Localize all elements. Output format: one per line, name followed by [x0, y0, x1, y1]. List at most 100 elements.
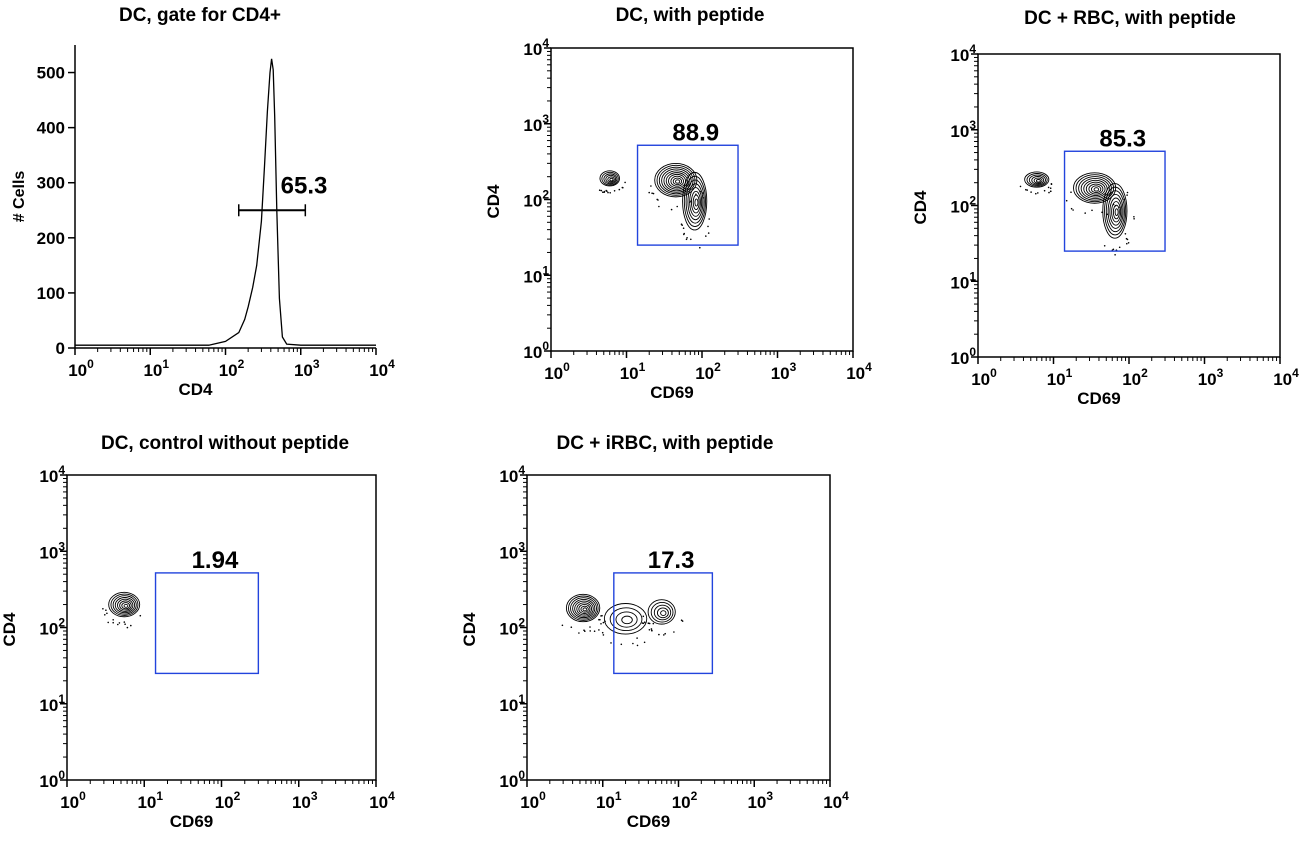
contour-line — [121, 602, 131, 610]
event-dot — [105, 609, 107, 611]
event-dot — [607, 191, 609, 194]
tick-label: 104 — [846, 360, 872, 383]
contour-plot: 100 101 102 103 104 100 101 102 103 104 88.9 CD69 CD… — [484, 36, 872, 402]
event-dot — [118, 622, 121, 624]
event-dot — [681, 620, 684, 622]
contour-line — [687, 183, 704, 221]
event-dot — [680, 223, 683, 225]
gate-percentage: 65.3 — [281, 172, 328, 199]
chart-title: DC, with peptide — [615, 5, 765, 26]
tick-label: 100 — [39, 768, 65, 791]
contour-plot: 100 101 102 103 104 100 101 102 103 104 17.3 CD69 CD… — [460, 463, 849, 831]
tick-label: 100 — [68, 357, 94, 380]
contour-line — [578, 603, 591, 615]
event-dot — [124, 623, 126, 625]
event-dot — [636, 644, 639, 647]
event-dot — [570, 626, 573, 628]
tick-label: 103 — [523, 112, 549, 135]
contour-line — [675, 179, 681, 184]
chart-title: DC, control without peptide — [100, 433, 350, 454]
event-dot — [601, 631, 604, 634]
contour-line — [119, 600, 132, 611]
panel-histogram-cd4: DC, gate for CD4+ 100 101 102 103 104 0 100 200… — [0, 0, 400, 410]
event-dot — [600, 189, 603, 192]
tick-label: 103 — [39, 539, 65, 562]
event-dot — [602, 621, 605, 624]
tick-label: 101 — [1047, 366, 1073, 389]
contour-line — [689, 187, 703, 217]
event-dot — [602, 191, 604, 193]
event-dot — [130, 624, 132, 627]
contour-line — [1109, 197, 1123, 226]
tick-label: 102 — [672, 789, 698, 812]
event-dot — [663, 634, 665, 636]
gate-rectangle — [154, 572, 260, 675]
event-dot — [139, 614, 142, 617]
gate-percentage: 85.3 — [1099, 125, 1146, 152]
tick-label: 101 — [596, 789, 622, 812]
contour-line — [603, 173, 618, 185]
x-axis-label: CD69 — [650, 383, 693, 402]
event-dot — [1124, 233, 1127, 235]
tick-label: 101 — [523, 263, 549, 286]
y-axis-label: CD4 — [911, 190, 930, 225]
tick-label: 103 — [771, 360, 797, 383]
contour-line — [615, 611, 638, 628]
tick-label: 104 — [369, 357, 395, 380]
gate-percentage: 88.9 — [672, 119, 719, 146]
contour-line — [621, 615, 633, 625]
contour-line — [685, 179, 705, 224]
contour-line — [1114, 208, 1119, 217]
panel-dc-control: DC, control without peptide 100 101 102 103… — [0, 425, 420, 842]
contour-line — [572, 598, 596, 619]
event-dot — [1133, 218, 1135, 220]
tick-label: 102 — [215, 789, 241, 812]
event-dot — [102, 608, 104, 610]
event-dot — [624, 181, 626, 184]
contour-line — [1107, 193, 1124, 229]
event-dot — [651, 192, 653, 194]
contour-line — [112, 595, 137, 615]
contour-line — [1075, 174, 1115, 203]
contour-line — [609, 177, 614, 182]
tick-label: 104 — [523, 36, 549, 59]
event-dot — [650, 628, 653, 630]
event-dot — [1106, 213, 1109, 216]
event-dot — [650, 185, 652, 187]
tick-label: 103 — [294, 357, 320, 380]
event-dot — [636, 637, 638, 639]
event-dot — [1070, 207, 1073, 210]
event-dot — [112, 621, 114, 624]
event-dot — [705, 235, 707, 237]
event-dot — [589, 630, 591, 632]
contour-line — [114, 597, 136, 614]
event-dot — [685, 238, 688, 241]
contour-line — [580, 605, 589, 613]
gate-percentage: 1.94 — [192, 547, 239, 574]
contour-line — [661, 168, 692, 193]
event-dot — [686, 237, 688, 239]
contour-line — [670, 175, 684, 187]
chart-title: DC, gate for CD4+ — [118, 5, 282, 26]
tick-label: 102 — [950, 194, 976, 217]
x-axis-label: CD69 — [170, 812, 213, 831]
event-dot — [589, 626, 591, 628]
tick-label: 102 — [1122, 366, 1148, 389]
contour-line — [665, 172, 688, 190]
event-dot — [1070, 191, 1072, 193]
contour-line — [683, 175, 706, 228]
event-dot — [593, 630, 596, 632]
contour-line — [1035, 179, 1041, 183]
panel-dc-with-peptide: DC, with peptide 100 101 102 103 104 100 101 10… — [470, 0, 890, 410]
tick-label: 103 — [747, 789, 773, 812]
event-dot — [690, 238, 692, 241]
event-dot — [707, 232, 710, 234]
event-dot — [123, 621, 126, 623]
tick-label: 200 — [37, 229, 65, 248]
gate-rectangle — [636, 144, 739, 246]
contour-line — [570, 597, 597, 620]
gate-rectangle — [1063, 150, 1166, 252]
tick-label: 101 — [39, 692, 65, 715]
y-axis-label: CD4 — [460, 612, 479, 647]
event-dot — [1084, 212, 1086, 214]
